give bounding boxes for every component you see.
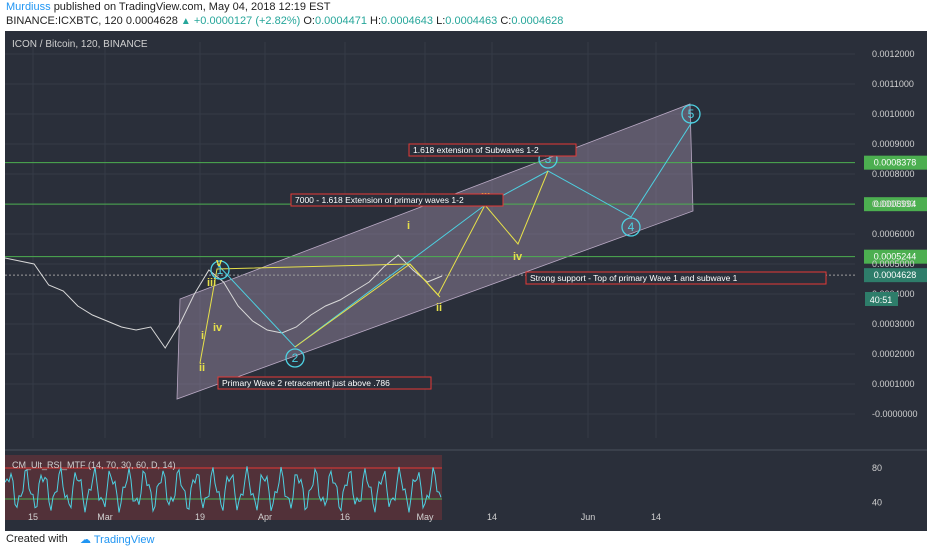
countdown-badge: [865, 292, 898, 306]
time-tick-label: 15: [28, 512, 38, 522]
time-tick-label: May: [416, 512, 434, 522]
publish-line: Murdiuss published on TradingView.com, M…: [6, 1, 331, 13]
primary-wave-4-marker: 4: [621, 217, 641, 237]
countdown-text: 40:51: [870, 295, 893, 305]
price-tick-label: -0.0000000: [872, 409, 918, 419]
time-tick-label: 16: [340, 512, 350, 522]
annotation-support: Strong support - Top of primary Wave 1 a…: [525, 271, 827, 285]
price-tick-label: 0.0008000: [872, 169, 915, 179]
close-label: C:: [500, 15, 512, 27]
level-badge: [864, 249, 927, 264]
level-badge-text: 0.0005244: [874, 252, 917, 262]
rsi-line: [4, 466, 442, 513]
price-tick-label: 0.0001000: [872, 379, 915, 389]
annotation-support-text: Strong support - Top of primary Wave 1 a…: [530, 273, 738, 283]
price-chart[interactable]: 0.0008378 0.0006994 0.0005244 0.0004628 1 2…: [4, 31, 927, 531]
primary-wave-2-label: 2: [292, 351, 299, 365]
minor-wave-ii-label: ii: [199, 362, 205, 374]
grid: [5, 42, 855, 438]
rsi-indicator-label: CM_Ult_RSI_MTF (14, 70, 30, 60, D, 14): [12, 460, 176, 470]
header-bar: Murdiuss published on TradingView.com, M…: [0, 0, 932, 30]
close-value: 0.0004628: [511, 15, 564, 27]
minor-wave-iv-label: iv: [213, 322, 223, 334]
primary-wave-5-label: 5: [688, 107, 695, 121]
time-tick-label: 19: [195, 512, 205, 522]
subwave-i-label: i: [407, 220, 410, 232]
level-badge: [864, 155, 927, 170]
time-tick-label: Apr: [258, 512, 272, 522]
time-tick-label: Jun: [581, 512, 596, 522]
primary-wave-4-label: 4: [628, 220, 635, 234]
up-triangle-icon: ▲: [180, 16, 191, 27]
created-with-text: Created with: [6, 533, 68, 545]
subwave-path: [294, 263, 441, 348]
price-axis: 0.0012000 0.0011000 0.0010000 0.0009000 0.00…: [872, 49, 918, 419]
time-tick-label: Mar: [97, 512, 113, 522]
last-price: 0.0004628: [125, 15, 178, 27]
annotation-retrace: Primary Wave 2 retracement just above .7…: [217, 376, 432, 390]
price-series-line: [4, 254, 443, 349]
level-badge-text: 0.0008378: [874, 158, 917, 168]
published-text: published on TradingView.com, May 04, 20…: [53, 1, 331, 13]
time-tick-label: 14: [487, 512, 497, 522]
ohlc-line: BINANCE:ICXBTC, 120 0.0004628 ▲ +0.00001…: [6, 15, 563, 27]
price-tick-label: 0.0005000: [872, 259, 915, 269]
high-label: H:: [370, 15, 382, 27]
rsi-tick-label: 80: [872, 463, 882, 473]
price-tick-label: 0.0009000: [872, 139, 915, 149]
annotation-primary-ext: 7000 - 1.618 Extension of primary waves …: [290, 193, 504, 207]
primary-wave-2-marker: 2: [285, 348, 305, 368]
time-axis: 15 Mar 19 Apr 16 May 14 Jun 14: [28, 512, 661, 522]
price-tick-label: 0.0006000: [872, 229, 915, 239]
annotation-subwave-ext-text: 1.618 extension of Subwaves 1-2: [413, 145, 539, 155]
symbol-info: BINANCE:ICXBTC, 120: [6, 15, 123, 27]
open-value: 0.0004471: [314, 15, 367, 27]
subwave-iv-label: iv: [513, 251, 523, 263]
primary-wave-path: [216, 121, 693, 348]
minor-wave-iii-label: iii: [207, 277, 216, 289]
price-tick-label: 0.0003000: [872, 319, 915, 329]
time-tick-label: 14: [651, 512, 661, 522]
level-badge-text: 0.0006994: [874, 199, 917, 209]
price-tick-label: 0.0010000: [872, 109, 915, 119]
footer-bar: Created with ☁ TradingView: [0, 531, 932, 550]
price-tick-label: 0.0011000: [872, 79, 914, 89]
low-value: 0.0004463: [445, 15, 498, 27]
tradingview-brand: TradingView: [93, 534, 155, 546]
level-badge: [864, 268, 927, 283]
low-label: L:: [436, 15, 446, 27]
price-tick-label: 0.0012000: [872, 49, 915, 59]
minor-wave-i-label: i: [201, 330, 204, 342]
chart-area[interactable]: 0.0008378 0.0006994 0.0005244 0.0004628 1 2…: [4, 31, 927, 531]
primary-wave-1-marker: 1: [210, 260, 230, 280]
chart-title: ICON / Bitcoin, 120, BINANCE: [12, 39, 148, 50]
level-badge: [864, 197, 927, 212]
annotation-primary-ext-text: 7000 - 1.618 Extension of primary waves …: [295, 195, 464, 205]
high-value: 0.0004643: [381, 15, 434, 27]
price-tick-label: 0.0002000: [872, 349, 915, 359]
primary-wave-5-marker: 5: [681, 104, 701, 124]
rsi-axis: 80 40: [872, 463, 882, 508]
level-badge-text: 0.0004628: [874, 270, 917, 280]
tradingview-logo-icon[interactable]: ☁ TradingView: [80, 534, 155, 546]
author-link[interactable]: Murdiuss: [6, 1, 51, 13]
subwave-ii-label: ii: [436, 302, 442, 314]
minor-wave-v-label: v: [216, 257, 223, 269]
primary-wave-3-label: 3: [545, 152, 552, 166]
price-change: +0.0000127 (+2.82%): [193, 15, 301, 27]
rsi-tick-label: 40: [872, 498, 882, 508]
trend-channel: [176, 103, 694, 400]
price-tick-label: 0.0007000: [872, 199, 915, 209]
primary-wave-1-label: 1: [217, 263, 224, 277]
annotation-subwave-ext: 1.618 extension of Subwaves 1-2: [408, 143, 577, 157]
open-label: O:: [303, 15, 315, 27]
annotation-retrace-text: Primary Wave 2 retracement just above .7…: [222, 378, 390, 388]
